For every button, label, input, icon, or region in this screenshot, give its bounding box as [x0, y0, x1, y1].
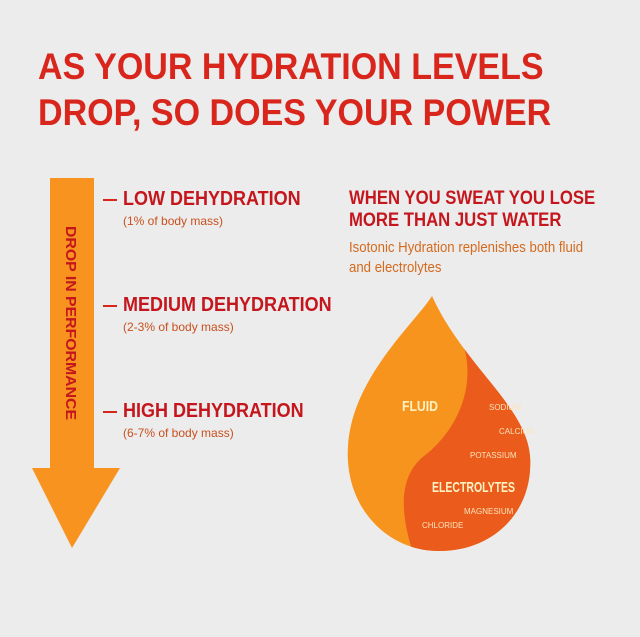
- sweat-subtext-line-1: Isotonic Hydration replenishes both flui…: [349, 239, 584, 256]
- electrolytes-label: ELECTROLYTES: [432, 479, 515, 496]
- sweat-heading-line-2: MORE THAN JUST WATER: [349, 210, 562, 231]
- level-name: LOW DEHYDRATION: [123, 188, 301, 210]
- level-name: MEDIUM DEHYDRATION: [123, 294, 332, 316]
- fluid-label: FLUID: [402, 398, 438, 415]
- level-name: HIGH DEHYDRATION: [123, 400, 304, 422]
- mineral-chloride: CHLORIDE: [422, 521, 463, 530]
- level-tick: [103, 199, 117, 201]
- sweat-subtext-line-2: and electrolytes: [349, 259, 442, 276]
- sweat-drop-diagram: FLUID ELECTROLYTES SODIUM CALCIUM POTASS…: [347, 296, 534, 551]
- arrow-label: DROP IN PERFORMANCE: [62, 226, 79, 420]
- mineral-calcium: CALCIUM: [499, 427, 534, 436]
- arrow-shape: [32, 178, 120, 548]
- mineral-potassium: POTASSIUM: [470, 451, 517, 460]
- level-detail: (6-7% of body mass): [123, 426, 234, 440]
- sweat-subtext: Isotonic Hydration replenishes both flui…: [349, 238, 584, 278]
- title-line-2: DROP, SO DOES YOUR POWER: [38, 92, 552, 133]
- performance-drop-arrow: DROP IN PERFORMANCE: [32, 178, 120, 548]
- sweat-heading-line-1: WHEN YOU SWEAT YOU LOSE: [349, 188, 596, 209]
- level-tick: [103, 411, 117, 413]
- mineral-magnesium: MAGNESIUM: [464, 507, 514, 516]
- title-line-1: AS YOUR HYDRATION LEVELS: [38, 46, 544, 87]
- page-title: AS YOUR HYDRATION LEVELS DROP, SO DOES Y…: [38, 44, 551, 136]
- level-detail: (1% of body mass): [123, 214, 224, 228]
- sweat-heading: WHEN YOU SWEAT YOU LOSE MORE THAN JUST W…: [349, 188, 595, 232]
- level-detail: (2-3% of body mass): [123, 320, 234, 334]
- level-tick: [103, 305, 117, 307]
- mineral-sodium: SODIUM: [489, 403, 521, 412]
